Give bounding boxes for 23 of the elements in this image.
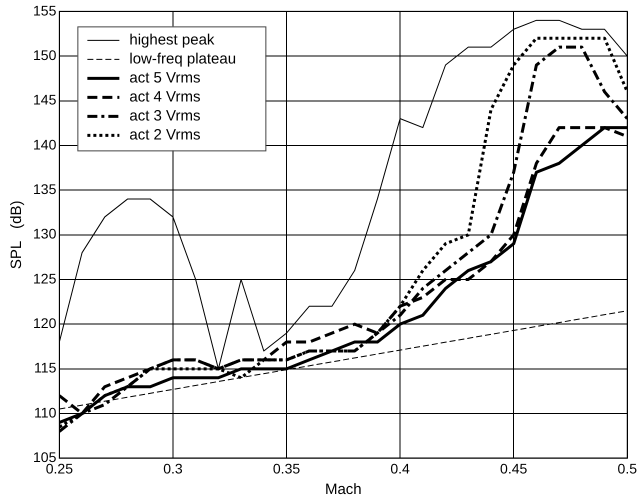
y-tick-label: 150 xyxy=(33,46,57,63)
x-tick-label: 0.5 xyxy=(618,460,638,476)
legend-label: act 4 Vrms xyxy=(129,88,200,106)
legend-label: act 2 Vrms xyxy=(129,126,200,144)
legend-label: low-freq plateau xyxy=(129,50,236,68)
y-tick-label: 115 xyxy=(34,360,57,376)
legend-label: act 5 Vrms xyxy=(129,70,200,87)
y-tick-label: 120 xyxy=(33,315,57,332)
y-tick-label: 145 xyxy=(33,92,57,108)
legend-label: act 3 Vrms xyxy=(129,108,200,125)
x-tick-label: 0.3 xyxy=(163,460,183,476)
x-tick-label: 0.35 xyxy=(272,460,300,476)
x-tick-label: 0.45 xyxy=(500,460,528,476)
y-tick-label: 135 xyxy=(33,180,57,197)
legend-label: highest peak xyxy=(129,32,215,49)
y-tick-label: 125 xyxy=(33,270,57,286)
y-tick-label: 140 xyxy=(33,136,57,152)
y-tick-label: 110 xyxy=(34,404,57,420)
y-tick-label: 130 xyxy=(33,226,57,242)
y-axis-title: SPL (dB) xyxy=(8,200,26,270)
x-axis-title: Mach xyxy=(324,481,362,498)
y-tick-label: 155 xyxy=(33,2,57,18)
x-tick-label: 0.4 xyxy=(390,460,410,476)
